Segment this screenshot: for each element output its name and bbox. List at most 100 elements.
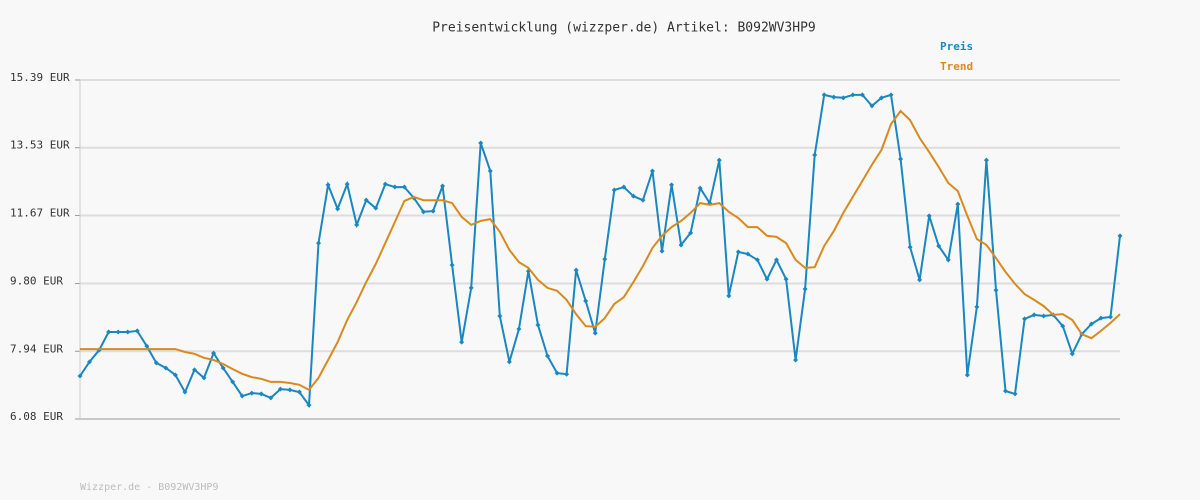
data-point (926, 213, 932, 219)
data-point (382, 181, 388, 187)
data-point (764, 276, 770, 282)
data-point (898, 156, 904, 162)
data-point (859, 92, 865, 98)
data-point (77, 373, 83, 379)
data-point (535, 322, 541, 328)
data-point (87, 359, 93, 365)
y-tick-label: 7.94 EUR (10, 342, 63, 355)
data-point (907, 244, 913, 250)
data-point (802, 286, 808, 292)
data-point (878, 95, 884, 101)
data-point (172, 372, 178, 378)
data-point (344, 181, 350, 187)
data-point (917, 277, 923, 283)
data-point (230, 379, 236, 385)
y-tick-label: 9.80 EUR (10, 275, 63, 288)
data-point (354, 222, 360, 228)
data-point (793, 357, 799, 363)
data-point (774, 257, 780, 263)
data-point (1041, 313, 1047, 319)
data-point (573, 267, 579, 273)
data-point (621, 184, 627, 190)
data-point (1031, 312, 1037, 318)
data-point (106, 329, 112, 335)
data-point (430, 208, 436, 214)
data-point (649, 168, 655, 174)
data-point (888, 92, 894, 98)
data-point (392, 184, 398, 190)
data-point (325, 182, 331, 188)
data-point (955, 201, 961, 207)
data-point (497, 313, 503, 319)
data-point (115, 329, 121, 335)
data-point (735, 249, 741, 255)
data-point (459, 339, 465, 345)
data-point (373, 205, 379, 211)
data-point (783, 276, 789, 282)
data-point (163, 365, 169, 371)
data-point (249, 390, 255, 396)
legend-entry: Preis (940, 40, 973, 53)
data-point (239, 393, 245, 399)
data-point (716, 157, 722, 163)
footer: Wizzper.de - B092WV3HP9 (80, 482, 218, 493)
data-point (630, 193, 636, 199)
y-tick-label: 6.08 EUR (10, 410, 63, 423)
data-point (258, 391, 264, 397)
data-point (1022, 316, 1028, 322)
data-point (602, 256, 608, 262)
data-point (440, 183, 446, 189)
data-point (1069, 351, 1075, 357)
data-point (821, 92, 827, 98)
data-point (1107, 314, 1113, 320)
data-point (754, 257, 760, 263)
data-point (869, 103, 875, 109)
data-point (1088, 321, 1094, 327)
data-point (516, 326, 522, 332)
data-point (220, 365, 226, 371)
data-point (153, 360, 159, 366)
data-point (678, 242, 684, 248)
data-point (688, 230, 694, 236)
data-point (277, 386, 283, 392)
data-point (812, 152, 818, 158)
data-point (478, 140, 484, 146)
data-point (125, 329, 131, 335)
data-point (182, 389, 188, 395)
data-point (487, 168, 493, 174)
data-point (468, 285, 474, 291)
y-tick-label: 11.67 EUR (10, 206, 70, 219)
data-point (964, 372, 970, 378)
data-point (134, 328, 140, 334)
data-point (316, 240, 322, 246)
data-point (669, 182, 675, 188)
data-point (191, 367, 197, 373)
legend-entry: Trend (940, 60, 973, 73)
y-tick-label: 13.53 EUR (10, 139, 70, 152)
data-point (974, 304, 980, 310)
data-point (144, 343, 150, 349)
data-point (945, 257, 951, 263)
data-point (592, 330, 598, 336)
chart-title: Preisentwicklung (wizzper.de) Artikel: B… (432, 21, 816, 36)
data-point (936, 243, 942, 249)
data-point (1003, 388, 1009, 394)
data-point (268, 395, 274, 401)
data-point (1060, 323, 1066, 329)
data-point (449, 262, 455, 268)
y-tick-label: 15.39 EUR (10, 71, 70, 84)
data-point (554, 370, 560, 376)
data-point (564, 371, 570, 377)
data-point (401, 184, 407, 190)
data-point (1012, 391, 1018, 397)
data-point (296, 389, 302, 395)
data-point (611, 187, 617, 193)
data-point (850, 92, 856, 98)
data-point (506, 359, 512, 365)
data-point (1098, 315, 1104, 321)
data-point (201, 375, 207, 381)
data-point (745, 251, 751, 257)
data-point (306, 402, 312, 408)
